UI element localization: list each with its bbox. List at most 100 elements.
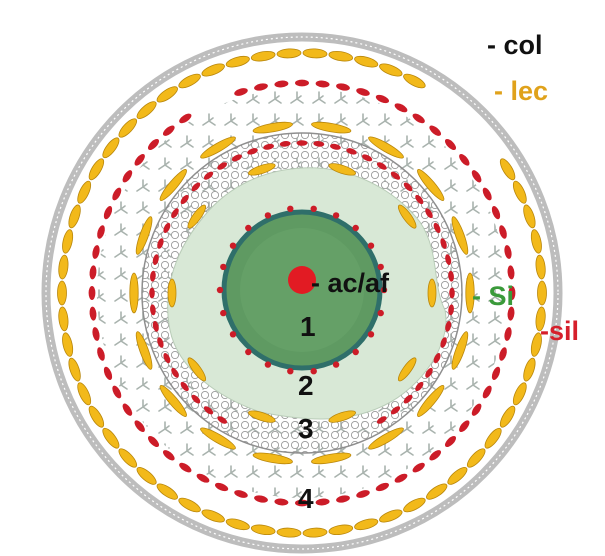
- lec-segment: [530, 332, 542, 357]
- lec-segment: [466, 448, 486, 468]
- core-bead: [245, 348, 252, 356]
- core-bead: [264, 361, 272, 368]
- core-bead: [229, 331, 237, 338]
- lec-segment: [156, 483, 178, 500]
- lec-segment: [379, 63, 403, 77]
- sil-inner-segment: [415, 381, 424, 392]
- lec-segment: [201, 509, 225, 523]
- core-bead: [287, 205, 294, 212]
- sil-segment: [507, 265, 515, 280]
- sil-segment: [295, 79, 309, 87]
- lec-inner-segment: [465, 272, 475, 314]
- sil-inner-segment: [152, 254, 159, 265]
- sil-inner-segment: [247, 148, 258, 155]
- sil-segment: [122, 170, 133, 183]
- label-col: - col: [487, 30, 543, 60]
- sil-inner-segment: [433, 352, 441, 364]
- sil-inner-segment: [346, 148, 357, 155]
- lec-core-segment: [328, 410, 356, 423]
- core-bead: [229, 242, 237, 249]
- lec-inner-segment: [159, 385, 187, 417]
- core-bead: [377, 309, 384, 317]
- lec-inner-segment: [417, 385, 445, 417]
- sil-inner-segment: [440, 238, 447, 249]
- sil-inner-segment: [157, 337, 164, 348]
- lec-inner-segment: [368, 136, 404, 159]
- lec-segment: [68, 204, 81, 229]
- core-bead-ring: [216, 205, 388, 375]
- outer-yellow-ring: [57, 48, 547, 538]
- lec-segment: [535, 254, 546, 280]
- sil-segment: [336, 495, 350, 503]
- sil-segment: [112, 385, 122, 399]
- sil-inner-segment: [163, 352, 171, 364]
- lec-core-segment: [397, 357, 417, 382]
- sil-inner-segment: [203, 171, 214, 180]
- lec-segment: [512, 382, 527, 406]
- lec-inner-segment: [135, 216, 153, 255]
- sil-segment: [499, 347, 507, 361]
- lec-segment: [156, 86, 178, 103]
- sil-inner-segment: [231, 154, 243, 162]
- lec-inner-segment: [451, 216, 469, 255]
- sil-segment: [147, 138, 160, 151]
- sil-segment: [92, 327, 100, 341]
- sil-inner-segment: [180, 381, 189, 392]
- lec-segment: [530, 229, 542, 254]
- lec-segment: [276, 48, 302, 59]
- sil-segment: [315, 80, 330, 88]
- sil-segment: [491, 366, 501, 380]
- core-bead: [245, 224, 252, 232]
- core-bead: [264, 212, 272, 219]
- lec-segment: [499, 405, 516, 428]
- sil-inner-segment: [425, 208, 433, 219]
- sil-inner-segment: [279, 141, 291, 147]
- lec-inner-segment: [368, 427, 404, 450]
- sil-segment: [507, 306, 515, 321]
- sil-segment: [295, 499, 309, 507]
- outer-shell: [41, 32, 563, 554]
- lec-inner-segment: [200, 427, 236, 450]
- sil-inner-segment: [180, 194, 189, 205]
- lec-inner-segment: [252, 121, 293, 134]
- lec-segment: [62, 229, 74, 254]
- outer-red-ring: [88, 79, 516, 507]
- lec-inner-segment: [159, 169, 187, 201]
- lec-segment: [523, 204, 536, 229]
- sil-segment: [162, 450, 175, 461]
- sil-inner-segment: [448, 304, 454, 316]
- sil-segment: [254, 83, 268, 91]
- sil-segment: [356, 490, 370, 498]
- lec-segment: [276, 527, 302, 538]
- lec-segment: [225, 518, 250, 531]
- lec-segment: [354, 55, 379, 68]
- lec-segment: [426, 483, 448, 500]
- inner-red-ring: [149, 140, 455, 424]
- sil-segment: [254, 495, 268, 503]
- sil-segment: [459, 420, 470, 433]
- sil-segment: [356, 88, 370, 96]
- lec-core-segment: [187, 357, 207, 382]
- core-bead: [287, 368, 294, 375]
- center-dot: [288, 266, 316, 294]
- lec-segment: [88, 405, 105, 428]
- sil-inner-segment: [403, 394, 413, 404]
- sil-inner-segment: [445, 254, 452, 265]
- mid-yellow-ring: [129, 121, 475, 465]
- sil-segment: [504, 327, 512, 341]
- lec-segment: [58, 254, 69, 280]
- lec-segment: [484, 427, 502, 449]
- sil-segment: [134, 153, 145, 166]
- lec-segment: [354, 518, 379, 531]
- core-bead: [367, 331, 375, 338]
- lec-segment: [136, 101, 157, 119]
- sil-segment: [491, 206, 501, 220]
- lec-inner-segment: [200, 136, 236, 159]
- sil-inner-segment: [163, 222, 171, 234]
- sil-inner-segment: [191, 394, 201, 404]
- sil-segment: [274, 498, 289, 506]
- sil-segment: [179, 113, 192, 124]
- sil-inner-segment: [425, 367, 433, 378]
- lec-segment: [178, 497, 201, 513]
